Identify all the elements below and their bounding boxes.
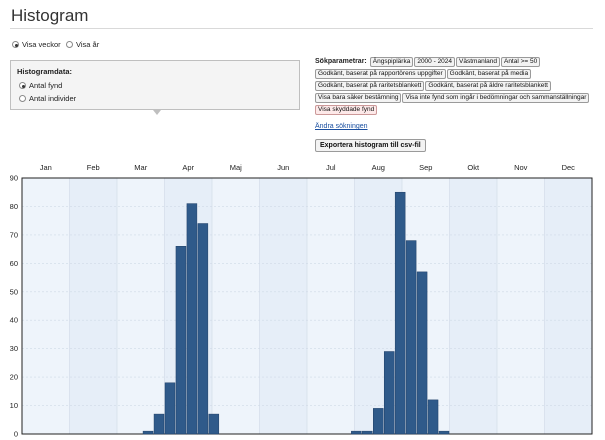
count-finds-label: Antal fynd (29, 81, 63, 90)
histogram-bar (427, 399, 439, 435)
histogram-bar (438, 430, 450, 435)
month-band (212, 178, 260, 434)
search-param-chip: Godkänt, baserat på rapportörens uppgift… (315, 69, 446, 79)
search-params-label: Sökparametrar: (315, 58, 367, 65)
search-param-chip: 2000 - 2024 (414, 57, 456, 67)
month-label: Dec (562, 163, 576, 172)
y-tick-label: 50 (10, 287, 18, 296)
histogram-bar (351, 430, 362, 435)
month-band (544, 178, 592, 434)
count-individuals-option[interactable]: Antal individer (19, 94, 76, 103)
histogram-bar (208, 413, 220, 435)
month-band (69, 178, 117, 434)
month-label: Sep (419, 163, 432, 172)
histogram-bar (197, 223, 209, 435)
month-band (259, 178, 307, 434)
search-param-chip: Godkänt, baserat på äldre raritetsblanke… (425, 81, 551, 91)
search-param-chip: Godkänt, baserat på media (446, 69, 532, 79)
radio-icon[interactable] (19, 95, 26, 102)
page-title: Histogram (11, 6, 89, 25)
month-band (22, 178, 70, 434)
y-tick-label: 10 (10, 401, 18, 410)
month-label: Jan (40, 163, 52, 172)
histogram-data-panel: Histogramdata: Antal fynd Antal individe… (10, 60, 300, 110)
panel-notch-icon (153, 110, 161, 115)
histogram-data-label: Histogramdata: (17, 67, 73, 76)
y-tick-label: 90 (10, 174, 18, 183)
histogram-bar (383, 351, 395, 435)
search-param-chip: Visa skyddade fynd (315, 105, 378, 115)
search-param-chip: Visa bara säker bestämning (315, 93, 402, 103)
histogram-bar (153, 413, 165, 435)
month-label: Jul (326, 163, 336, 172)
month-label: Nov (514, 163, 528, 172)
y-tick-label: 0 (14, 430, 18, 439)
histogram-bar (142, 430, 154, 435)
y-tick-label: 30 (10, 344, 18, 353)
month-band (449, 178, 497, 434)
month-band (497, 178, 545, 434)
month-band (354, 178, 402, 434)
radio-icon[interactable] (19, 82, 26, 89)
month-label: Aug (372, 163, 385, 172)
title-divider (10, 28, 593, 29)
view-years-option[interactable]: Visa år (66, 40, 99, 49)
histogram-bar (164, 382, 176, 435)
plot-frame (21, 177, 593, 435)
month-band (117, 178, 165, 434)
histogram-bar (405, 240, 417, 435)
histogram-bar (394, 191, 406, 435)
export-csv-button[interactable]: Exportera histogram till csv-fil (315, 139, 426, 152)
month-label: Feb (87, 163, 100, 172)
search-param-chip: Ängspiplärka (369, 57, 414, 67)
month-band (307, 178, 355, 434)
histogram-bar (362, 430, 373, 435)
month-label: Okt (467, 163, 480, 172)
count-finds-option[interactable]: Antal fynd (19, 81, 62, 90)
month-label: Mar (134, 163, 147, 172)
search-param-chip: Antal >= 50 (500, 57, 541, 67)
y-tick-label: 60 (10, 259, 18, 268)
view-weeks-label: Visa veckor (22, 40, 61, 49)
view-weeks-option[interactable]: Visa veckor (12, 40, 61, 49)
search-param-chip: Godkänt, baserat på raritetsblankett (315, 81, 425, 91)
change-search-link[interactable]: Ändra sökningen (315, 123, 368, 130)
view-years-label: Visa år (76, 40, 100, 49)
search-param-chip: Västmanland (456, 57, 500, 67)
y-tick-label: 20 (10, 373, 18, 382)
histogram-chart: Jan Feb Mar Apr Maj Jun Jul Aug Sep Okt Nov Dec 0 10 2… (10, 163, 593, 439)
histogram-bar (186, 203, 198, 435)
radio-icon[interactable] (66, 41, 73, 48)
month-label: Jun (277, 163, 289, 172)
search-param-chip: Visa inte fynd som ingår i bedömningar o… (402, 93, 590, 103)
histogram-bar (416, 271, 428, 435)
search-parameters: Sökparametrar: Ängspiplärka 2000 - 2024 Väs… (315, 57, 600, 117)
histogram-bar (175, 246, 187, 435)
month-label: Apr (182, 163, 194, 172)
y-tick-label: 70 (10, 230, 18, 239)
month-label: Maj (230, 163, 242, 172)
y-tick-label: 40 (10, 316, 18, 325)
histogram-bar (373, 408, 384, 435)
search-param-chips: Ängspiplärka 2000 - 2024 Västmanland Antal … (315, 57, 590, 115)
radio-icon[interactable] (12, 41, 19, 48)
y-tick-label: 80 (10, 202, 18, 211)
count-individuals-label: Antal individer (29, 94, 77, 103)
